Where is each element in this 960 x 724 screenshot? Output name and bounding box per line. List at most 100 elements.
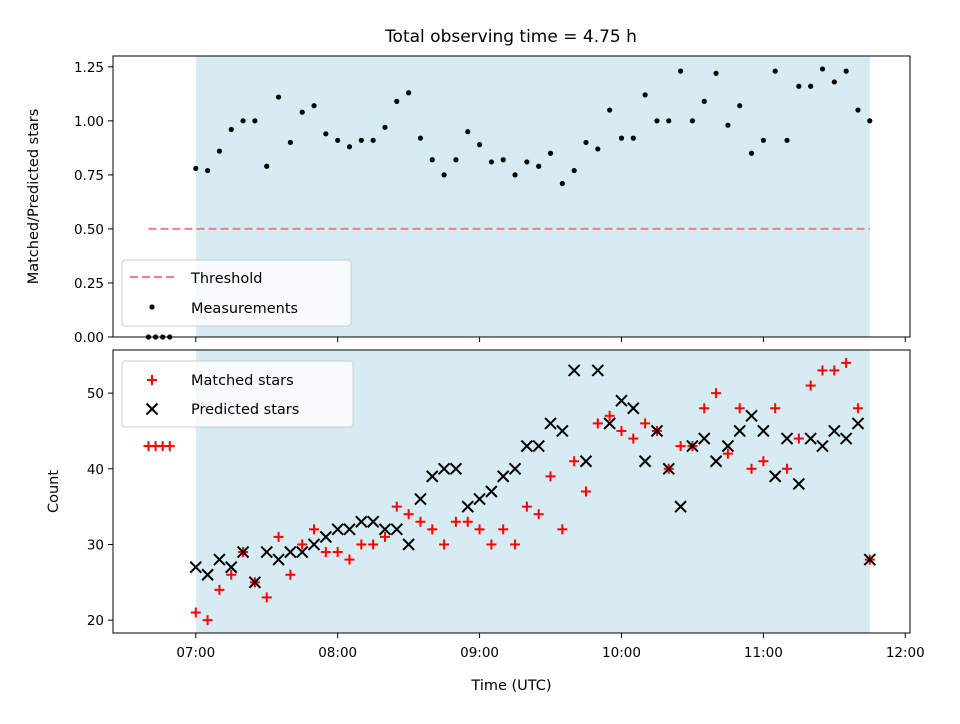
measurement-point (264, 163, 270, 169)
predicted-star-point (662, 462, 675, 476)
matched-star-point (379, 531, 390, 542)
measurement-point (536, 163, 542, 169)
measurement-point (796, 83, 802, 89)
legend-matched-label: Matched stars (191, 373, 294, 389)
predicted-star-point (674, 500, 687, 513)
measurement-point (748, 150, 755, 156)
measurement-point (287, 139, 293, 146)
matched-star-point (699, 403, 710, 414)
measurement-point (358, 137, 364, 143)
predicted-star-point (567, 364, 581, 377)
predicted-star-point (414, 492, 427, 506)
matched-star-point (368, 539, 379, 550)
predicted-star-point (745, 409, 758, 423)
predicted-star-point (768, 470, 782, 483)
matched-star-point (164, 441, 175, 452)
predicted-star-point (780, 432, 794, 445)
measurement-point (701, 98, 707, 104)
predicted-star-point (698, 432, 711, 445)
predicted-star-point (497, 470, 510, 483)
measurement-point (204, 167, 211, 174)
predicted-star-point (284, 545, 297, 559)
measurement-point (488, 159, 494, 165)
measurement-point (737, 103, 743, 109)
measurement-point (843, 68, 849, 74)
measurement-point (406, 90, 412, 96)
measurement-point (677, 68, 684, 74)
predicted-star-point (260, 545, 273, 559)
predicted-star-point (733, 424, 746, 438)
count-legend-box (121, 360, 354, 428)
measurement-point (311, 103, 317, 109)
predicted-star-point (236, 545, 250, 559)
predicted-star-point (556, 424, 569, 438)
ratio-y-axis-label: Matched/Predicted stars (26, 109, 42, 285)
predicted-star-point (189, 560, 202, 574)
measurement-point (547, 150, 554, 156)
predicted-star-point (272, 553, 285, 566)
predicted-star-point (792, 477, 806, 491)
matched-star-point (628, 433, 639, 444)
measurement-point (453, 157, 459, 163)
count-y-tick-label: 30 (87, 537, 104, 553)
matched-star-point (569, 456, 580, 467)
x-tick-label: 12:00 (886, 645, 925, 661)
matched-star-point (592, 418, 603, 429)
matched-star-point (427, 524, 438, 535)
matched-star-point (557, 524, 568, 535)
matched-star-point (793, 433, 804, 444)
predicted-star-point (307, 538, 321, 551)
predicted-star-point (686, 439, 699, 453)
measurement-point (346, 144, 353, 150)
matched-star-point (782, 463, 793, 474)
matched-star-point (711, 388, 722, 399)
ratio-y-tick-label: 1.25 (74, 60, 104, 76)
predicted-star-point (603, 417, 616, 430)
measurement-point (630, 135, 636, 141)
measurement-point (323, 131, 329, 137)
predicted-star-point (863, 553, 877, 566)
matched-star-point (285, 569, 296, 580)
predicted-stars-points (189, 364, 877, 589)
measurement-point (642, 92, 648, 98)
measurement-point (867, 118, 873, 124)
matched-star-point (450, 516, 461, 527)
measurement-point (228, 126, 234, 133)
matched-star-point (746, 463, 757, 474)
measurement-point (394, 98, 400, 104)
matched-star-point (521, 501, 532, 512)
matched-star-point (498, 524, 509, 535)
measurement-point (808, 83, 814, 89)
measurement-point (819, 66, 826, 72)
predicted-star-point (319, 530, 333, 544)
measurement-point (689, 118, 696, 124)
matched-star-point (391, 501, 402, 512)
measurement-point (240, 118, 246, 124)
matched-star-point (770, 403, 781, 414)
measurement-point (382, 124, 388, 130)
measurement-point (476, 142, 483, 148)
predicted-star-point (579, 455, 593, 468)
measurement-point (465, 129, 471, 135)
measurement-point (417, 135, 424, 141)
predicted-star-point (343, 523, 356, 536)
count-y-ticks: 20 30 40 50 (87, 386, 113, 629)
predicted-star-point (615, 394, 628, 407)
legend-predicted-marker (145, 402, 159, 416)
measurement-point (583, 139, 589, 146)
predicted-star-point (520, 439, 534, 453)
measurement-point (559, 180, 565, 187)
predicted-star-point (449, 462, 463, 476)
matched-star-point (640, 418, 651, 429)
x-tick-label: 08:00 (318, 645, 357, 661)
ratio-y-ticks: 0.00 0.25 0.50 0.75 1.00 1.25 (74, 60, 113, 346)
matched-star-point (190, 607, 201, 618)
ratio-x-ticks (195, 337, 906, 342)
measurement-point (772, 68, 778, 74)
legend-matched-swatch (147, 375, 157, 385)
predicted-star-point (650, 424, 664, 438)
predicted-star-point (201, 568, 214, 581)
predicted-star-point (828, 424, 841, 438)
legend-measurements-label: Measurements (191, 301, 298, 317)
